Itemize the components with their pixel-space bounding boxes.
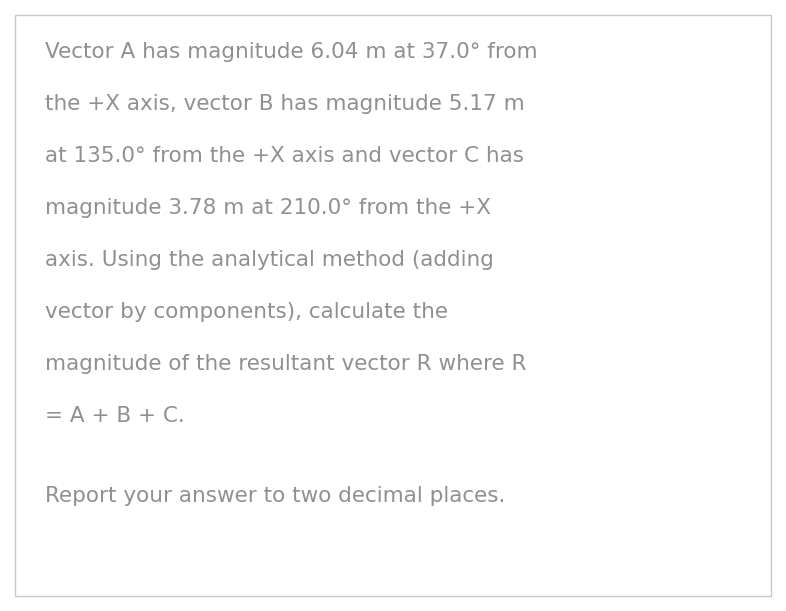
Text: at 135.0° from the +X axis and vector C has: at 135.0° from the +X axis and vector C … — [45, 146, 524, 166]
Text: Report your answer to two decimal places.: Report your answer to two decimal places… — [45, 486, 505, 506]
Text: magnitude of the resultant vector R where R: magnitude of the resultant vector R wher… — [45, 354, 527, 374]
Text: = A + B + C.: = A + B + C. — [45, 406, 185, 426]
Text: vector by components), calculate the: vector by components), calculate the — [45, 302, 448, 322]
Text: Vector A has magnitude 6.04 m at 37.0° from: Vector A has magnitude 6.04 m at 37.0° f… — [45, 42, 538, 62]
Text: the +X axis, vector B has magnitude 5.17 m: the +X axis, vector B has magnitude 5.17… — [45, 94, 525, 114]
Text: magnitude 3.78 m at 210.0° from the +X: magnitude 3.78 m at 210.0° from the +X — [45, 198, 491, 218]
Text: axis. Using the analytical method (adding: axis. Using the analytical method (addin… — [45, 250, 494, 270]
